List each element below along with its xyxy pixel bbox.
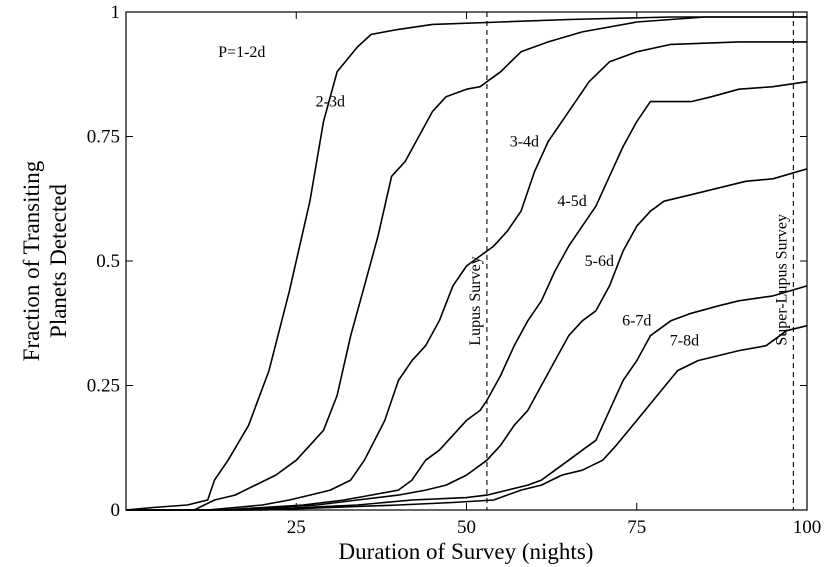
curve-label-5-6d: 5-6d [585, 253, 614, 270]
x-tick-label: 75 [627, 517, 646, 538]
curve-label-7-8d: 7-8d [670, 333, 699, 350]
survey-markers: Lupus Survey Super-Lupus Survey [467, 12, 794, 510]
y-tick-label: 0.25 [87, 376, 120, 397]
series-lines [125, 16, 808, 511]
series-line-p-1-2d [125, 16, 807, 511]
x-axis-label: Duration of Survey (nights) [339, 539, 594, 564]
y-axis-label-line-1: Fraction of Transiting [19, 160, 44, 361]
x-tick-label: 25 [287, 517, 306, 538]
curve-label-2-3d: 2-3d [316, 94, 345, 111]
curve-label-3-4d: 3-4d [510, 133, 539, 150]
series-line-7-8d [126, 324, 808, 511]
y-tick-label: 0.75 [87, 127, 120, 148]
y-axis-label: Fraction of Transiting Planets Detected [19, 160, 71, 361]
y-tick-label: 1 [111, 2, 121, 23]
x-tick-label: 50 [457, 517, 476, 538]
y-axis-label-line-2: Planets Detected [46, 184, 71, 338]
vline-label-super-lupus-survey: Super-Lupus Survey [773, 214, 790, 346]
series-line-3-4d [126, 41, 807, 511]
tick-labels: 25 50 75 100 0 0.25 0.5 0.75 1 [87, 2, 822, 538]
y-tick-label: 0 [111, 500, 121, 521]
curve-label-p-1-2d: P=1-2d [218, 44, 265, 61]
vline-label-lupus-survey: Lupus Survey [467, 256, 484, 345]
series-line-5-6d [126, 168, 808, 511]
series-line-2-3d [126, 16, 807, 511]
curve-label-6-7d: 6-7d [622, 313, 651, 330]
series-line-4-5d [126, 80, 808, 511]
y-tick-label: 0.5 [96, 251, 120, 272]
x-tick-label: 100 [793, 517, 822, 538]
curve-labels: P=1-2d 2-3d 3-4d 4-5d 5-6d 6-7d 7-8d [218, 44, 699, 350]
curve-label-4-5d: 4-5d [557, 193, 586, 210]
series-line-6-7d [126, 285, 808, 511]
